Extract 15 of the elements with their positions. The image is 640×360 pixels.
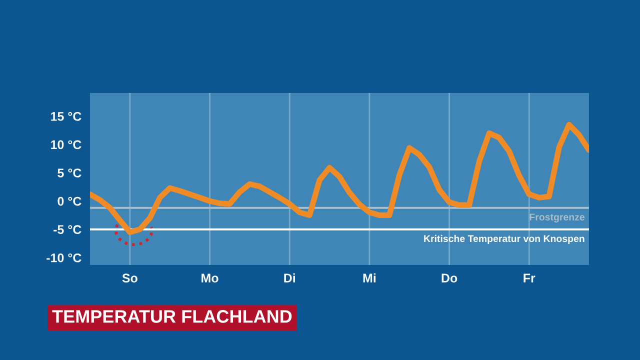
text: TEMPERATUR FLACHLAND [52, 310, 292, 323]
x-tick-label: Di [284, 273, 295, 282]
x-tick-label: Do [442, 274, 458, 283]
y-tick-label: 5 °C [58, 168, 82, 178]
y-tick-label: 10 °C [51, 140, 82, 150]
ref-line-label: Frostgrenze [530, 214, 585, 222]
x-tick-label: Mi [363, 273, 376, 282]
y-tick-label: 15 °C [51, 112, 82, 121]
x-tick-label: Fr [524, 274, 536, 282]
y-tick-label: -10 °C [46, 253, 82, 262]
ref-line-label: Kritische Temperatur von Knospen [424, 234, 584, 244]
y-tick-label: 0 °C [58, 196, 82, 206]
x-tick-label: Mo [202, 274, 218, 283]
x-tick-label: So [122, 274, 138, 283]
y-tick-label: -5 °C [54, 225, 82, 234]
